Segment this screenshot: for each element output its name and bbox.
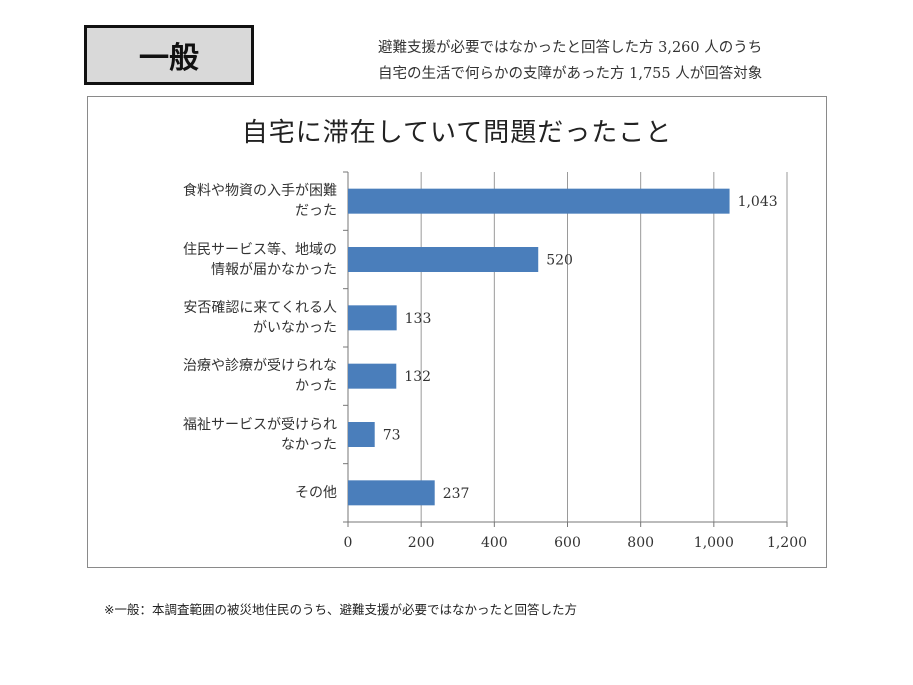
chart-title: 自宅に滞在していて問題だったこと — [241, 118, 673, 148]
bar — [348, 363, 397, 389]
x-tick-label: 0 — [344, 535, 353, 551]
description-line-2: 自宅の生活で何らかの支障があった方 1,755 人が回答対象 — [378, 66, 763, 82]
data-label: 1,043 — [738, 194, 778, 210]
bar — [348, 247, 539, 272]
data-label: 132 — [404, 369, 431, 385]
x-tick-label: 600 — [554, 535, 581, 551]
category-tag: 一般 — [84, 25, 254, 85]
category-label: その他 — [122, 483, 337, 503]
category-label-line: 治療や診療が受けられな — [183, 358, 337, 375]
category-label-line: かった — [295, 378, 337, 395]
bar — [348, 305, 397, 331]
data-label: 73 — [383, 428, 401, 444]
category-label-line: 食料や物資の入手が困難 — [183, 183, 337, 200]
chart-frame: 自宅に滞在していて問題だったこと 食料や物資の入手が困難だった住民サービス等、地… — [87, 96, 827, 568]
x-tick-label: 400 — [481, 535, 508, 551]
x-tick-label: 200 — [408, 535, 435, 551]
bar — [348, 188, 730, 214]
category-label-line: 安否確認に来てくれる人 — [183, 299, 337, 316]
x-tick-label: 1,000 — [694, 535, 734, 551]
category-label-line: だった — [295, 203, 337, 220]
data-label: 237 — [443, 486, 470, 502]
footnote: ※一般：本調査範囲の被災地住民のうち、避難支援が必要ではなかったと回答した方 — [104, 602, 577, 617]
category-label: 治療や診療が受けられなかった — [122, 356, 337, 396]
bar — [348, 422, 375, 447]
bar-chart: 0 200 400 600 800 1,000 1,200 1,043 520 133 132 73 2… — [343, 171, 807, 551]
category-label-line: 福祉サービスが受けられ — [183, 416, 337, 433]
category-label: 福祉サービスが受けられなかった — [122, 415, 337, 455]
description-line-1: 避難支援が必要ではなかったと回答した方 3,260 人のうち — [378, 40, 763, 56]
category-label-line: 情報が届かなかった — [211, 261, 337, 278]
bar — [348, 480, 435, 506]
x-tick-label: 800 — [627, 535, 654, 551]
data-label: 133 — [405, 311, 432, 327]
category-label-line: その他 — [295, 484, 337, 501]
data-label: 520 — [546, 253, 573, 269]
category-label: 安否確認に来てくれる人がいなかった — [122, 298, 337, 338]
category-label: 住民サービス等、地域の情報が届かなかった — [122, 240, 337, 280]
category-label-line: なかった — [281, 436, 337, 453]
x-tick-label: 1,200 — [767, 535, 807, 551]
category-label-line: 住民サービス等、地域の — [183, 241, 337, 258]
category-label: 食料や物資の入手が困難だった — [122, 181, 337, 221]
category-label-line: がいなかった — [253, 319, 337, 336]
